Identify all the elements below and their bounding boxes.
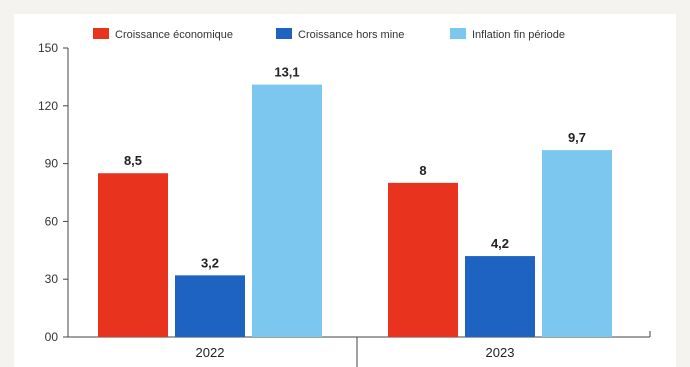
legend-label: Croissance hors mine (298, 29, 404, 41)
bar (465, 256, 535, 337)
y-tick-label: 60 (45, 214, 59, 228)
data-label: 8 (419, 163, 426, 178)
legend-label: Inflation fin période (472, 29, 565, 41)
y-tick-label: 150 (38, 41, 58, 55)
data-label: 9,7 (568, 130, 586, 145)
y-tick-label: 00 (45, 330, 59, 344)
y-tick-label: 90 (45, 157, 59, 171)
data-label: 13,1 (274, 65, 299, 80)
legend-swatch (450, 28, 466, 39)
legend-swatch (93, 28, 109, 39)
bar (252, 84, 322, 338)
x-category-label: 2023 (486, 345, 515, 360)
data-label: 8,5 (124, 153, 142, 168)
bar (98, 173, 168, 337)
data-label: 3,2 (201, 255, 219, 270)
data-label: 4,2 (491, 236, 509, 251)
bar (388, 182, 458, 337)
bar (542, 150, 612, 337)
legend-swatch (276, 28, 292, 39)
bar (175, 275, 245, 337)
x-category-label: 2022 (196, 345, 225, 360)
y-tick-label: 30 (45, 272, 59, 286)
y-tick-label: 120 (38, 99, 58, 113)
legend-label: Croissance économique (115, 29, 233, 41)
